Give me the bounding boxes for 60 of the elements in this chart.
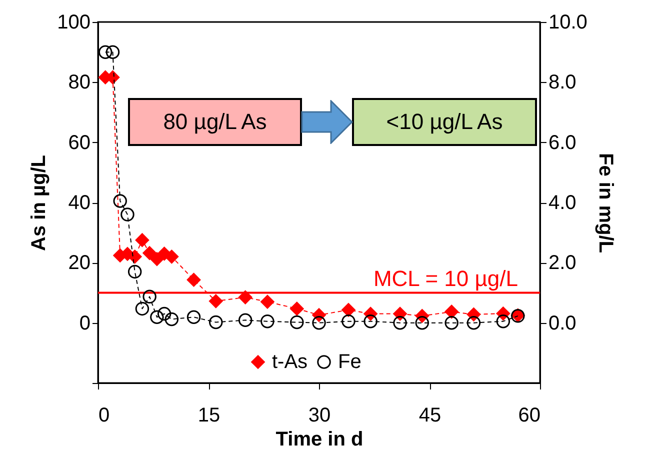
point: [415, 316, 430, 330]
point: [444, 316, 458, 330]
point: [106, 45, 120, 59]
point: [364, 314, 378, 328]
point: [142, 290, 156, 304]
y-tick-label: 0: [79, 312, 90, 334]
y-tick-label: 40: [68, 192, 90, 214]
point: [290, 315, 304, 330]
y2-tick-label: 8.0: [548, 72, 576, 94]
x-tick-label: 30: [308, 404, 331, 426]
x-tick-label: 60: [518, 404, 540, 426]
y2-tick-label: 6.0: [548, 132, 576, 154]
point: [120, 208, 134, 222]
point: [135, 233, 150, 247]
point: [186, 310, 201, 324]
point: [98, 45, 112, 59]
point: [135, 302, 150, 316]
legend-label: Fe: [338, 351, 362, 373]
point: [113, 194, 127, 208]
y-tick-label: 80: [68, 72, 90, 94]
point: [128, 250, 142, 264]
point: [150, 252, 164, 266]
point: [342, 303, 356, 317]
point: [342, 314, 356, 328]
point: [164, 250, 179, 264]
x-tick-label: 45: [418, 404, 442, 426]
y2-tick-label: 2.0: [548, 252, 576, 274]
annotation: <10 µg/L As: [352, 98, 537, 146]
point: [260, 294, 274, 309]
y-tick-label: 20: [68, 252, 90, 274]
y2-axis-title: Fe in mg/L: [594, 153, 616, 253]
point: [186, 272, 201, 287]
point: [312, 316, 326, 330]
point: [238, 313, 252, 327]
annotation: 80 µg/L As: [128, 98, 302, 146]
point: [466, 316, 481, 330]
point: [164, 312, 179, 326]
x-tick-label: 15: [198, 404, 220, 426]
point: [290, 302, 304, 316]
point: [157, 306, 172, 321]
x-tick-label: 0: [98, 404, 110, 426]
point: [444, 304, 458, 319]
point: [496, 314, 510, 328]
ref-line-label: MCL = 10 µg/L: [373, 266, 518, 291]
point: [260, 314, 274, 328]
y-tick-label: 100: [57, 12, 90, 34]
point: [208, 294, 223, 308]
y2-tick-label: 10.0: [548, 12, 588, 34]
point: [393, 316, 407, 330]
legend-label: t-As: [272, 351, 308, 373]
point: [238, 290, 252, 304]
point: [128, 264, 142, 279]
x-axis-title: Time in d: [276, 428, 364, 450]
point: [150, 310, 164, 324]
point: [142, 246, 156, 260]
point: [208, 315, 223, 330]
y2-tick-label: 0.0: [548, 312, 576, 334]
y-axis-title: As in µg/L: [28, 155, 50, 251]
y-tick-label: 60: [68, 132, 90, 154]
y2-tick-label: 4.0: [548, 192, 576, 214]
